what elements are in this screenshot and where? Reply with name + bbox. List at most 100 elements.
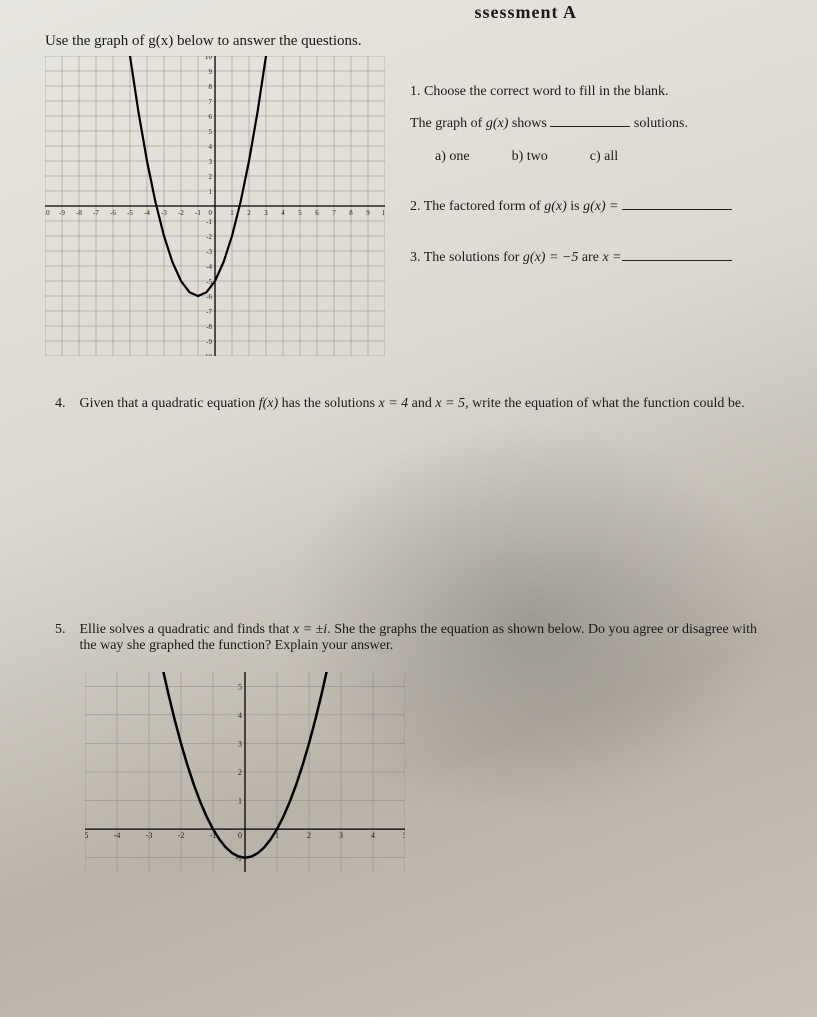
instruction-text: Use the graph of g(x) below to answer th… <box>45 33 772 50</box>
svg-text:-6: -6 <box>110 209 116 217</box>
svg-text:2: 2 <box>247 209 251 217</box>
q1-option-c: c) all <box>590 146 618 168</box>
worksheet-page: ssessment A Use the graph of g(x) below … <box>0 0 817 892</box>
svg-text:1: 1 <box>230 209 234 217</box>
q1-option-b: b) two <box>512 146 548 168</box>
svg-text:-3: -3 <box>206 248 212 256</box>
opt-a-letter: a) <box>435 149 446 164</box>
svg-text:-2: -2 <box>178 831 185 840</box>
svg-text:5: 5 <box>298 209 302 217</box>
question-1: 1. Choose the correct word to fill in th… <box>410 81 772 168</box>
opt-b-letter: b) <box>512 149 524 164</box>
svg-text:-10: -10 <box>203 353 213 356</box>
q4-sol1: x = 4 <box>379 396 409 411</box>
svg-text:6: 6 <box>209 113 213 121</box>
opt-a-word: one <box>449 149 469 164</box>
svg-text:-3: -3 <box>146 831 153 840</box>
opt-b-word: two <box>527 149 548 164</box>
svg-text:-8: -8 <box>206 323 212 331</box>
graph-1: -10-9-8-7-6-5-4-3-2-112345678910-10-9-8-… <box>45 56 385 356</box>
svg-text:-2: -2 <box>206 233 212 241</box>
svg-text:5: 5 <box>238 682 242 691</box>
svg-text:-3: -3 <box>161 209 167 217</box>
svg-text:9: 9 <box>366 209 370 217</box>
svg-text:8: 8 <box>209 83 213 91</box>
svg-text:5: 5 <box>403 831 405 840</box>
q2-number: 2. <box>410 199 421 214</box>
q1-text: Choose the correct word to fill in the b… <box>424 84 669 99</box>
q5-number: 5. <box>55 622 66 654</box>
svg-text:2: 2 <box>238 768 242 777</box>
svg-text:-4: -4 <box>114 831 121 840</box>
q2-blank <box>622 196 732 210</box>
q3-pre: The solutions for <box>424 250 523 265</box>
q3-var: x = <box>602 250 621 265</box>
svg-text:-5: -5 <box>127 209 133 217</box>
svg-text:3: 3 <box>209 158 213 166</box>
svg-text:0: 0 <box>209 209 213 217</box>
svg-text:2: 2 <box>209 173 213 181</box>
svg-text:-1: -1 <box>195 209 201 217</box>
q2-pre: The factored form of <box>424 199 545 214</box>
svg-text:-4: -4 <box>144 209 150 217</box>
svg-text:-6: -6 <box>206 293 212 301</box>
q5-pre: Ellie solves a quadratic and finds that <box>80 622 293 637</box>
q4-number: 4. <box>55 396 66 412</box>
q1-line2-end: solutions. <box>630 116 688 131</box>
q1-func: g(x) <box>486 116 509 131</box>
question-2: 2. The factored form of g(x) is g(x) = <box>410 196 772 218</box>
question-3: 3. The solutions for g(x) = −5 are x = <box>410 247 772 269</box>
svg-text:5: 5 <box>209 128 213 136</box>
graph-2: -5-4-3-2-112345-1123450 <box>85 672 405 872</box>
svg-text:-2: -2 <box>178 209 184 217</box>
q2-func1: g(x) <box>544 199 567 214</box>
question-4: 4. Given that a quadratic equation f(x) … <box>45 396 772 412</box>
svg-text:7: 7 <box>332 209 336 217</box>
svg-text:4: 4 <box>281 209 285 217</box>
svg-text:4: 4 <box>209 143 213 151</box>
svg-text:4: 4 <box>371 831 375 840</box>
q4-end: , write the equation of what the functio… <box>465 396 745 411</box>
svg-text:-9: -9 <box>206 338 212 346</box>
q4-sol2: x = 5 <box>435 396 465 411</box>
svg-text:8: 8 <box>349 209 353 217</box>
q1-options: a) one b) two c) all <box>435 146 772 168</box>
graph-2-container: -5-4-3-2-112345-1123450 <box>85 672 772 872</box>
top-section: -10-9-8-7-6-5-4-3-2-112345678910-10-9-8-… <box>45 56 772 356</box>
q2-func2: g(x) = <box>583 199 619 214</box>
svg-text:2: 2 <box>307 831 311 840</box>
svg-text:9: 9 <box>209 68 213 76</box>
svg-text:-9: -9 <box>59 209 65 217</box>
q1-number: 1. <box>410 84 421 99</box>
svg-text:1: 1 <box>209 188 213 196</box>
svg-text:-5: -5 <box>85 831 88 840</box>
question-5: 5. Ellie solves a quadratic and finds th… <box>45 622 772 654</box>
q1-line2-pre: The graph of <box>410 116 486 131</box>
q4-func: f(x) <box>259 396 278 411</box>
svg-text:6: 6 <box>315 209 319 217</box>
q3-func: g(x) = −5 <box>523 250 578 265</box>
graph-1-container: -10-9-8-7-6-5-4-3-2-112345678910-10-9-8-… <box>45 56 385 356</box>
svg-text:4: 4 <box>238 711 242 720</box>
svg-text:-1: -1 <box>206 218 212 226</box>
svg-text:10: 10 <box>205 56 213 61</box>
q3-mid: are <box>578 250 602 265</box>
q2-mid: is <box>567 199 583 214</box>
svg-text:-8: -8 <box>76 209 82 217</box>
q3-blank <box>622 247 732 261</box>
header-fragment: ssessment A <box>474 2 577 23</box>
q5-sol: x = ±i <box>293 622 327 637</box>
svg-text:3: 3 <box>264 209 268 217</box>
q4-and: and <box>408 396 435 411</box>
svg-text:-10: -10 <box>45 209 50 217</box>
svg-text:-4: -4 <box>206 263 212 271</box>
q3-number: 3. <box>410 250 421 265</box>
svg-text:7: 7 <box>209 98 213 106</box>
svg-text:3: 3 <box>238 739 242 748</box>
svg-text:10: 10 <box>382 209 386 217</box>
q4-mid: has the solutions <box>278 396 378 411</box>
questions-right: 1. Choose the correct word to fill in th… <box>410 56 772 297</box>
svg-text:1: 1 <box>238 797 242 806</box>
svg-text:-7: -7 <box>93 209 99 217</box>
q1-line2-post: shows <box>508 116 550 131</box>
